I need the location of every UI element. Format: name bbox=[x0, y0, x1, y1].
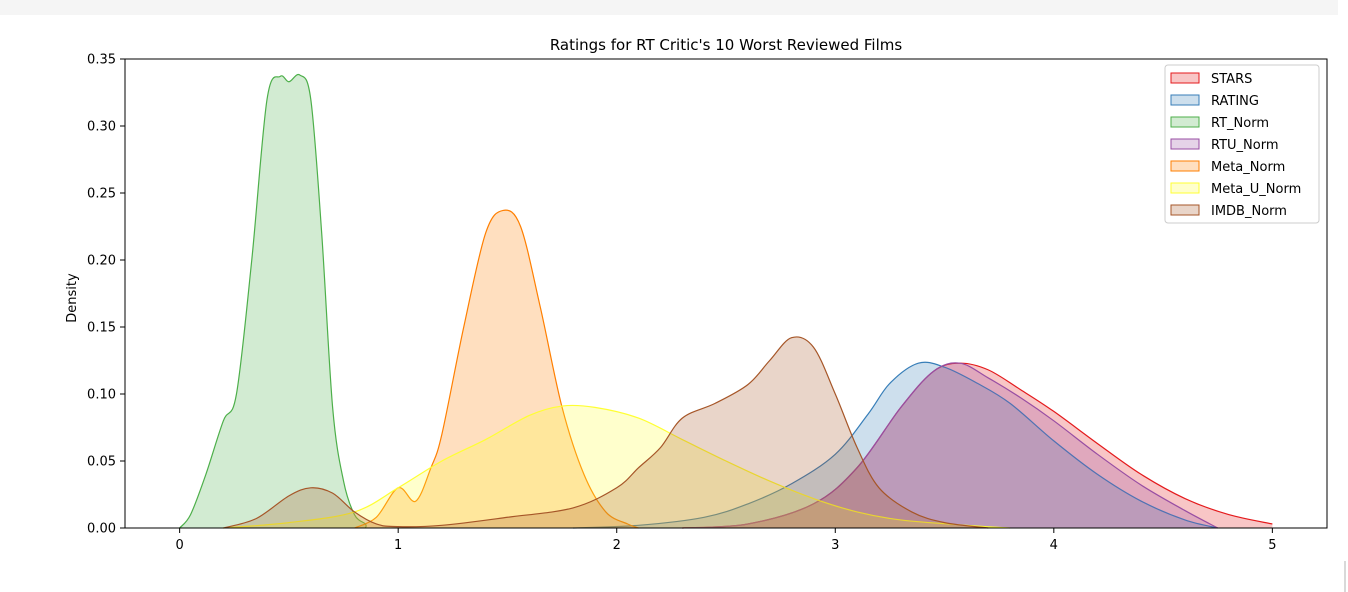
series-area-meta-u-norm bbox=[223, 405, 1011, 528]
notebook-top-bar bbox=[0, 0, 1338, 15]
x-axis: 0 1 2 3 4 5 bbox=[175, 528, 1277, 553]
legend-label-stars: STARS bbox=[1211, 72, 1252, 87]
x-tick-label: 0 bbox=[175, 538, 183, 553]
series-line-rtu-norm bbox=[682, 362, 1219, 529]
legend-label-meta-u-norm: Meta_U_Norm bbox=[1211, 182, 1301, 197]
legend-label-imdb-norm: IMDB_Norm bbox=[1211, 204, 1287, 219]
y-tick-label: 0.10 bbox=[87, 388, 116, 403]
legend-swatch-stars bbox=[1170, 72, 1200, 84]
legend-swatch-rt-norm bbox=[1170, 116, 1200, 128]
legend-label-meta-norm: Meta_Norm bbox=[1211, 160, 1285, 175]
legend-label-rating: RATING bbox=[1211, 94, 1259, 109]
series-line-imdb-norm bbox=[223, 336, 989, 529]
y-axis-label: Density bbox=[65, 273, 80, 323]
x-tick-label: 5 bbox=[1268, 538, 1276, 553]
series-area-imdb-norm bbox=[223, 336, 989, 528]
legend-swatch-rtu-norm bbox=[1170, 138, 1200, 150]
series-area-rtu-norm bbox=[682, 362, 1218, 528]
series-area-stars bbox=[682, 363, 1273, 528]
series-line-rating bbox=[572, 361, 1218, 529]
legend-swatch-meta-norm bbox=[1170, 160, 1200, 172]
series-line-rt-norm bbox=[179, 73, 367, 529]
series-layer bbox=[179, 73, 1273, 529]
legend: STARS RATING RT_Norm RTU_Norm Meta_Norm Meta_… bbox=[1164, 64, 1320, 224]
series-line-meta-norm bbox=[354, 209, 639, 529]
series-area-rating bbox=[573, 362, 1218, 528]
series-area-meta-norm bbox=[354, 210, 639, 529]
y-tick-label: 0.30 bbox=[87, 120, 116, 135]
series-line-meta-u-norm bbox=[223, 404, 1011, 529]
x-tick-label: 4 bbox=[1050, 538, 1058, 553]
series-area-rt-norm bbox=[179, 74, 367, 528]
y-tick-label: 0.20 bbox=[87, 254, 116, 269]
legend-swatch-meta-u-norm bbox=[1170, 182, 1200, 194]
legend-label-rt-norm: RT_Norm bbox=[1211, 116, 1269, 131]
x-tick-label: 2 bbox=[613, 538, 621, 553]
x-tick-label: 3 bbox=[831, 538, 839, 553]
y-axis: 0.00 0.05 0.10 0.15 0.20 0.25 0.30 0.35 bbox=[87, 53, 125, 537]
y-tick-label: 0.15 bbox=[87, 321, 116, 336]
legend-frame bbox=[1164, 64, 1320, 224]
legend-label-rtu-norm: RTU_Norm bbox=[1211, 138, 1279, 153]
y-tick-label: 0.05 bbox=[87, 455, 116, 470]
y-tick-label: 0.25 bbox=[87, 187, 116, 202]
scrollbar-handle[interactable] bbox=[1344, 561, 1346, 592]
x-tick-label: 1 bbox=[394, 538, 402, 553]
chart-title: Ratings for RT Critic's 10 Worst Reviewe… bbox=[550, 36, 903, 54]
y-tick-label: 0.35 bbox=[87, 53, 116, 68]
y-tick-label: 0.00 bbox=[87, 522, 116, 537]
legend-swatch-imdb-norm bbox=[1170, 204, 1200, 216]
plot-frame bbox=[124, 58, 1328, 529]
legend-swatch-rating bbox=[1170, 94, 1200, 106]
